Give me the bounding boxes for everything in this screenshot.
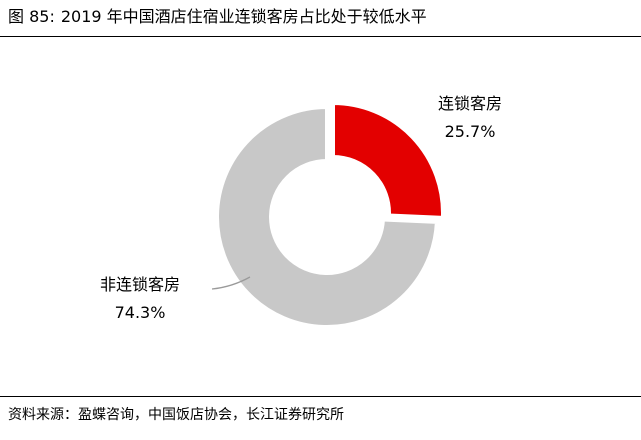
label-non-chain-rooms: 非连锁客房 — [100, 275, 180, 294]
source-divider — [0, 396, 641, 397]
value-chain-rooms: 25.7% — [445, 122, 496, 141]
chart-title: 图 85: 2019 年中国酒店住宿业连锁客房占比处于较低水平 — [8, 6, 427, 28]
figure-title: 2019 年中国酒店住宿业连锁客房占比处于较低水平 — [60, 7, 427, 26]
label-chain-rooms: 连锁客房 — [438, 94, 502, 113]
leader-line-non-chain — [211, 276, 251, 290]
slice-group — [215, 100, 445, 329]
donut-chart: 连锁客房 25.7% 非连锁客房 74.3% — [100, 94, 502, 329]
source-note: 资料来源：盈蝶咨询，中国饭店协会，长江证券研究所 — [8, 407, 344, 423]
slice-non-chain-rooms — [215, 104, 439, 329]
title-divider — [0, 36, 641, 37]
slice-chain-rooms — [331, 100, 445, 220]
value-non-chain-rooms: 74.3% — [115, 303, 166, 322]
figure-number: 图 85: — [8, 7, 55, 26]
